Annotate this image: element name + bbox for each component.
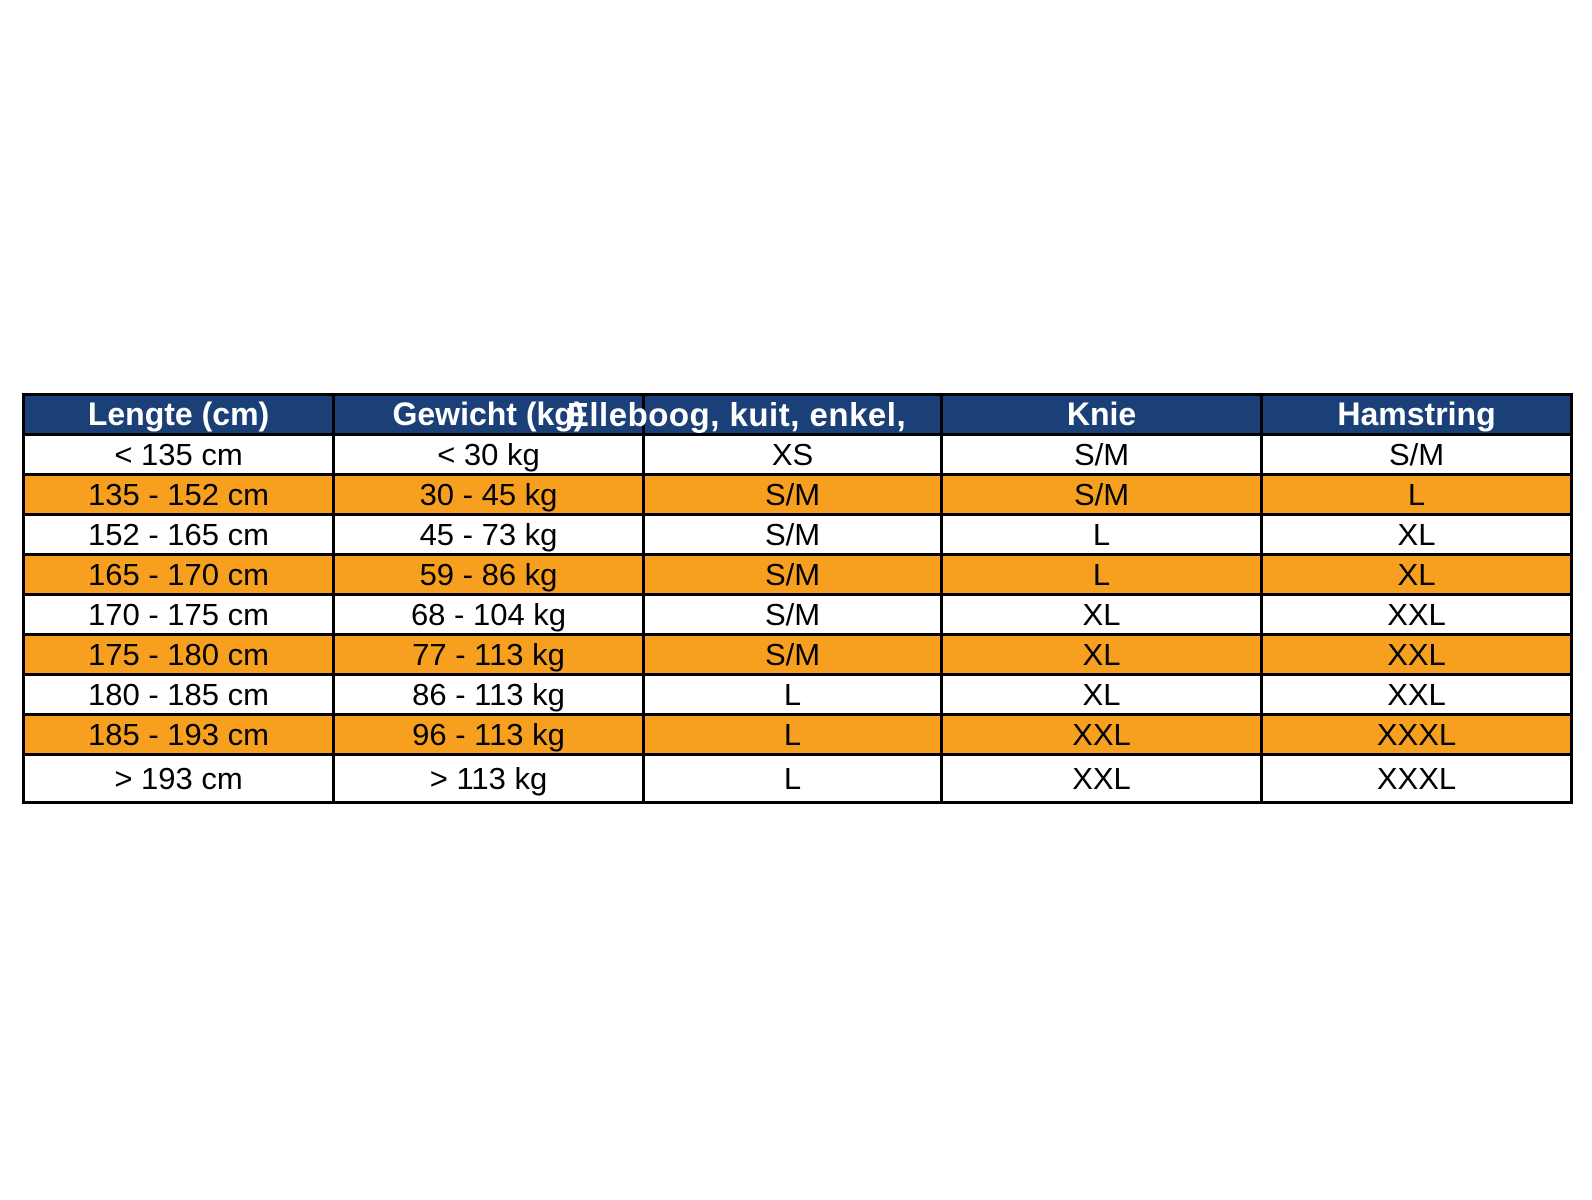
table-cell-hamstring: XL	[1260, 513, 1573, 556]
table-cell-elleboog-kuit-enkel: S/M	[642, 593, 943, 636]
table-cell-gewicht: 59 - 86 kg	[332, 553, 645, 596]
table-cell-knie: XXL	[940, 713, 1263, 756]
table-cell-lengte: < 135 cm	[22, 433, 335, 476]
column-header-hamstring: Hamstring	[1260, 393, 1573, 436]
table-cell-knie: XL	[940, 673, 1263, 716]
column-header-knie: Knie	[940, 393, 1263, 436]
table-cell-lengte: 180 - 185 cm	[22, 673, 335, 716]
size-chart-table: Lengte (cm) Gewicht (kg) Elleboog, kuit, e…	[22, 393, 1573, 804]
column-header-gewicht: Gewicht (kg)	[332, 393, 645, 436]
table-cell-lengte: 165 - 170 cm	[22, 553, 335, 596]
table-cell-lengte: 152 - 165 cm	[22, 513, 335, 556]
table-cell-elleboog-kuit-enkel: S/M	[642, 553, 943, 596]
table-row: 185 - 193 cm 96 - 113 kg L XXL XXXL	[22, 713, 1573, 756]
table-cell-lengte: 175 - 180 cm	[22, 633, 335, 676]
table-row: 165 - 170 cm 59 - 86 kg S/M L XL	[22, 553, 1573, 596]
table-cell-elleboog-kuit-enkel: XS	[642, 433, 943, 476]
table-cell-knie: XXL	[940, 753, 1263, 804]
table-cell-hamstring: XXXL	[1260, 713, 1573, 756]
table-cell-elleboog-kuit-enkel: S/M	[642, 473, 943, 516]
table-cell-elleboog-kuit-enkel: L	[642, 713, 943, 756]
table-cell-gewicht: 68 - 104 kg	[332, 593, 645, 636]
table-cell-hamstring: XXL	[1260, 633, 1573, 676]
table-cell-gewicht: 30 - 45 kg	[332, 473, 645, 516]
table-cell-knie: L	[940, 553, 1263, 596]
table-row: 175 - 180 cm 77 - 113 kg S/M XL XXL	[22, 633, 1573, 676]
table-cell-knie: S/M	[940, 433, 1263, 476]
table-cell-hamstring: XXL	[1260, 593, 1573, 636]
table-cell-lengte: 135 - 152 cm	[22, 473, 335, 516]
table-row: 135 - 152 cm 30 - 45 kg S/M S/M L	[22, 473, 1573, 516]
table-cell-hamstring: XXL	[1260, 673, 1573, 716]
table-cell-gewicht: 96 - 113 kg	[332, 713, 645, 756]
table-cell-elleboog-kuit-enkel: S/M	[642, 633, 943, 676]
table-cell-elleboog-kuit-enkel: L	[642, 673, 943, 716]
table-header-row: Lengte (cm) Gewicht (kg) Elleboog, kuit, e…	[22, 393, 1573, 436]
column-header-label-overflowing: Elleboog, kuit, enkel,	[566, 395, 907, 433]
table-cell-hamstring: L	[1260, 473, 1573, 516]
table-cell-elleboog-kuit-enkel: S/M	[642, 513, 943, 556]
table-cell-knie: S/M	[940, 473, 1263, 516]
table-cell-gewicht: 77 - 113 kg	[332, 633, 645, 676]
table-cell-hamstring: XXXL	[1260, 753, 1573, 804]
table-cell-knie: L	[940, 513, 1263, 556]
table-cell-knie: XL	[940, 633, 1263, 676]
table-cell-hamstring: XL	[1260, 553, 1573, 596]
table-cell-elleboog-kuit-enkel: L	[642, 753, 943, 804]
table-body: < 135 cm < 30 kg XS S/M S/M 135 - 152 cm 30 - …	[22, 433, 1573, 804]
column-header-elleboog-kuit-enkel: Elleboog, kuit, enkel,	[567, 393, 943, 436]
table-cell-gewicht: < 30 kg	[332, 433, 645, 476]
table-cell-lengte: > 193 cm	[22, 753, 335, 804]
table-cell-gewicht: 86 - 113 kg	[332, 673, 645, 716]
table-cell-knie: XL	[940, 593, 1263, 636]
table-cell-gewicht: 45 - 73 kg	[332, 513, 645, 556]
table-cell-lengte: 185 - 193 cm	[22, 713, 335, 756]
table-row: 170 - 175 cm 68 - 104 kg S/M XL XXL	[22, 593, 1573, 636]
table-cell-gewicht: > 113 kg	[332, 753, 645, 804]
table-cell-hamstring: S/M	[1260, 433, 1573, 476]
table-row: 180 - 185 cm 86 - 113 kg L XL XXL	[22, 673, 1573, 716]
table-row: 152 - 165 cm 45 - 73 kg S/M L XL	[22, 513, 1573, 556]
table-header: Lengte (cm) Gewicht (kg) Elleboog, kuit, e…	[22, 393, 1573, 436]
table-cell-lengte: 170 - 175 cm	[22, 593, 335, 636]
table-row: > 193 cm > 113 kg L XXL XXXL	[22, 753, 1573, 804]
column-header-lengte: Lengte (cm)	[22, 393, 335, 436]
table-row: < 135 cm < 30 kg XS S/M S/M	[22, 433, 1573, 476]
